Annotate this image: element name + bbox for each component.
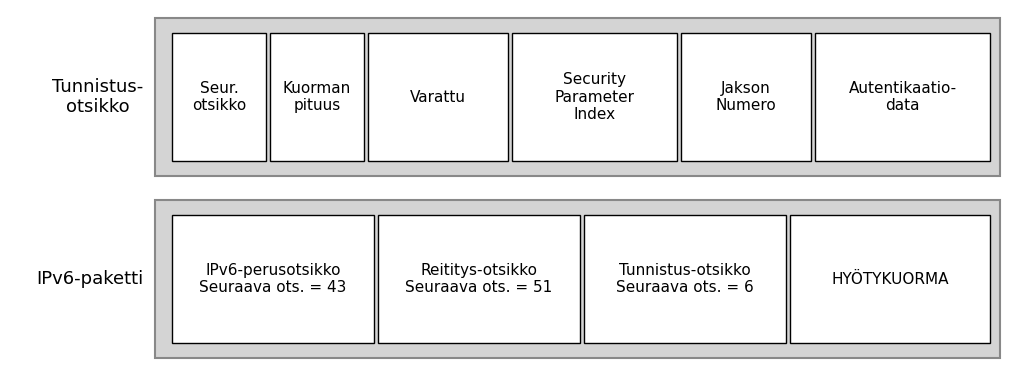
- Text: Varattu: Varattu: [410, 89, 466, 104]
- Bar: [790, 215, 990, 343]
- Text: Seur.
otsikko: Seur. otsikko: [192, 81, 247, 113]
- Text: Tunnistus-
otsikko: Tunnistus- otsikko: [52, 77, 143, 116]
- Bar: [681, 33, 811, 161]
- Bar: [155, 18, 1000, 176]
- Bar: [584, 215, 786, 343]
- Bar: [270, 33, 364, 161]
- Text: Autentikaatio-
data: Autentikaatio- data: [848, 81, 957, 113]
- Bar: [172, 33, 266, 161]
- Bar: [512, 33, 677, 161]
- Text: Tunnistus-otsikko
Seuraava ots. = 6: Tunnistus-otsikko Seuraava ots. = 6: [616, 263, 754, 295]
- Text: IPv6-paketti: IPv6-paketti: [36, 270, 143, 288]
- Bar: [155, 200, 1000, 358]
- Bar: [815, 33, 990, 161]
- Text: Reititys-otsikko
Seuraava ots. = 51: Reititys-otsikko Seuraava ots. = 51: [405, 263, 552, 295]
- Bar: [172, 215, 374, 343]
- Text: IPv6-perusotsikko
Seuraava ots. = 43: IPv6-perusotsikko Seuraava ots. = 43: [199, 263, 347, 295]
- Text: HYÖTYKUORMA: HYÖTYKUORMA: [832, 272, 948, 286]
- Bar: [379, 215, 580, 343]
- Text: Kuorman
pituus: Kuorman pituus: [283, 81, 351, 113]
- Text: Security
Parameter
Index: Security Parameter Index: [554, 72, 634, 122]
- Bar: [368, 33, 508, 161]
- Text: Jakson
Numero: Jakson Numero: [716, 81, 776, 113]
